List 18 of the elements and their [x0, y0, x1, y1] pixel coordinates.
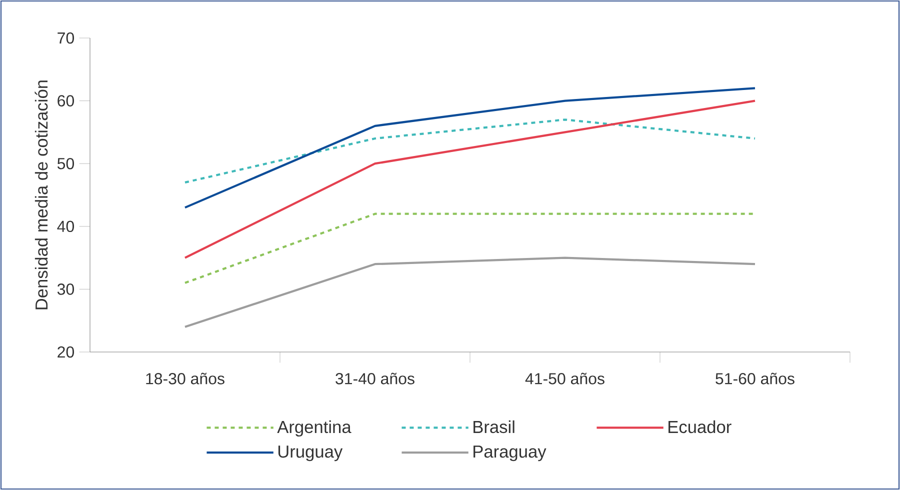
legend-label: Paraguay [474, 446, 546, 462]
x-tick-label: 51-60 años [716, 372, 794, 384]
y-tick-label: 50 [57, 158, 74, 170]
legend-label: Argentina [277, 420, 352, 437]
line-series [184, 87, 756, 209]
x-tick-label: 31-40 años [336, 372, 414, 384]
legend-label: Uruguay [278, 446, 343, 462]
line-series [184, 100, 756, 259]
x-tick-label: 41-50 años [525, 372, 604, 384]
legend-label: Brasil [474, 420, 514, 434]
y-tick-label: 30 [57, 284, 74, 295]
x-tick-label: 18-30 años [146, 372, 224, 384]
y-axis-title: Densidad media de cotización [34, 80, 48, 310]
legend-label: Ecuador [668, 420, 732, 434]
y-tick-label: 70 [58, 32, 74, 44]
y-tick-label: 40 [57, 220, 74, 232]
y-tick-label: 20 [58, 346, 74, 358]
y-tick-label: 60 [58, 95, 74, 106]
